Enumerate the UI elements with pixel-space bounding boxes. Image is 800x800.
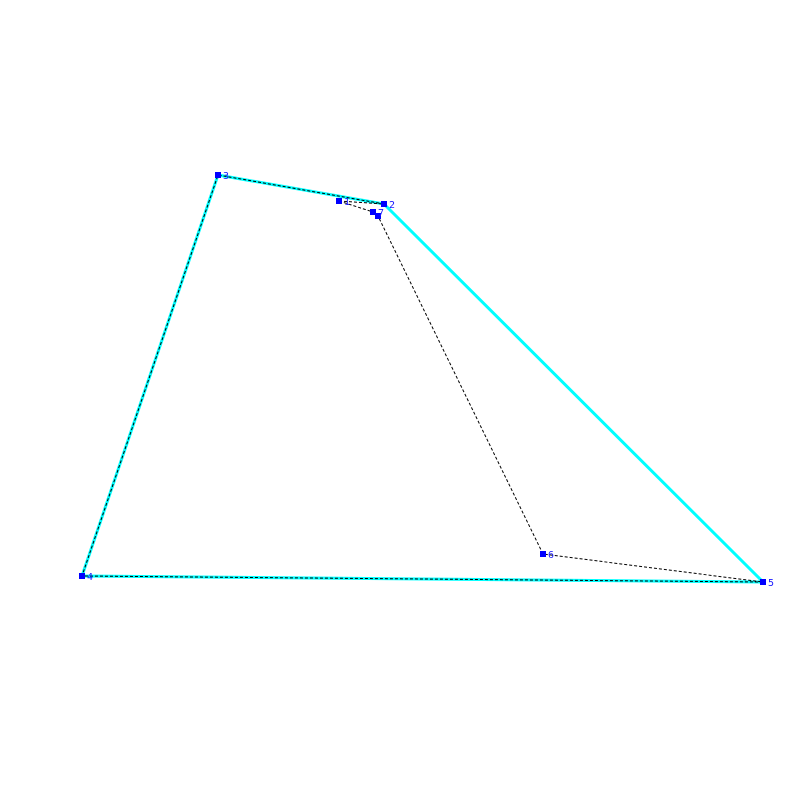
point-label: 1 (344, 197, 350, 208)
point-label: 6 (548, 550, 554, 561)
point (375, 213, 381, 219)
point-label: 7 (378, 208, 384, 219)
point-label: 3 (223, 171, 229, 182)
point (79, 573, 85, 579)
point-label: 4 (87, 572, 93, 583)
point (540, 551, 546, 557)
point (336, 198, 342, 204)
point (760, 579, 766, 585)
points: 1 2 3 4 5 6 7 (79, 171, 774, 589)
point-label: 5 (768, 578, 774, 589)
point (215, 172, 221, 178)
path (81, 174, 764, 583)
point (370, 209, 376, 215)
point-label: 2 (389, 200, 395, 211)
point (381, 201, 387, 207)
convex-hull (80, 173, 765, 584)
